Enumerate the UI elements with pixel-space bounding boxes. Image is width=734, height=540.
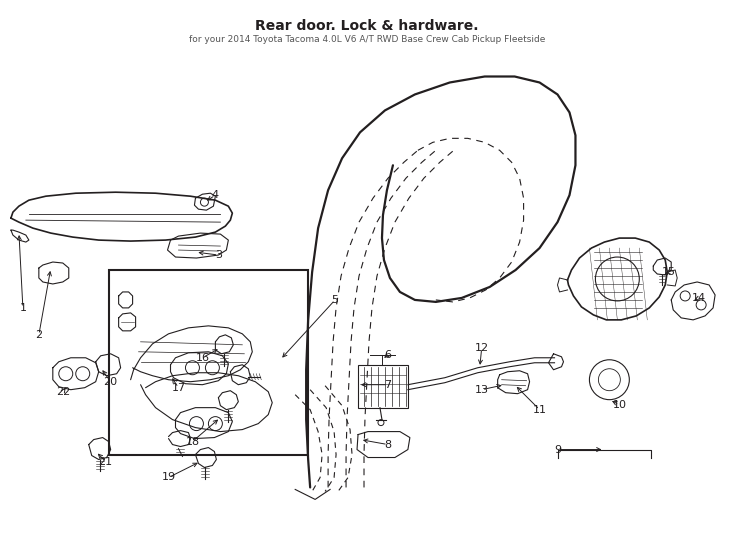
Text: 20: 20 (103, 377, 117, 387)
Text: 6: 6 (385, 350, 391, 360)
Text: 9: 9 (554, 444, 561, 455)
Text: 2: 2 (35, 330, 43, 340)
Text: 16: 16 (195, 353, 209, 363)
Text: 4: 4 (212, 190, 219, 200)
Text: 3: 3 (215, 250, 222, 260)
Text: 14: 14 (692, 293, 706, 303)
Text: 21: 21 (98, 456, 113, 467)
Text: for your 2014 Toyota Tacoma 4.0L V6 A/T RWD Base Crew Cab Pickup Fleetside: for your 2014 Toyota Tacoma 4.0L V6 A/T … (189, 35, 545, 44)
Text: 11: 11 (533, 404, 547, 415)
Text: 18: 18 (186, 436, 200, 447)
Text: 10: 10 (612, 400, 626, 410)
Text: 7: 7 (385, 380, 391, 390)
Text: 13: 13 (475, 384, 489, 395)
Text: 22: 22 (56, 387, 70, 397)
Text: 15: 15 (662, 267, 676, 277)
Text: 12: 12 (475, 343, 489, 353)
Text: Rear door. Lock & hardware.: Rear door. Lock & hardware. (255, 19, 479, 32)
Bar (358, 364, 408, 408)
Text: 19: 19 (161, 472, 175, 482)
Bar (109, 270, 308, 455)
Text: 17: 17 (172, 383, 186, 393)
Text: 1: 1 (19, 303, 26, 313)
Text: 8: 8 (385, 440, 391, 449)
Text: 5: 5 (332, 295, 338, 305)
